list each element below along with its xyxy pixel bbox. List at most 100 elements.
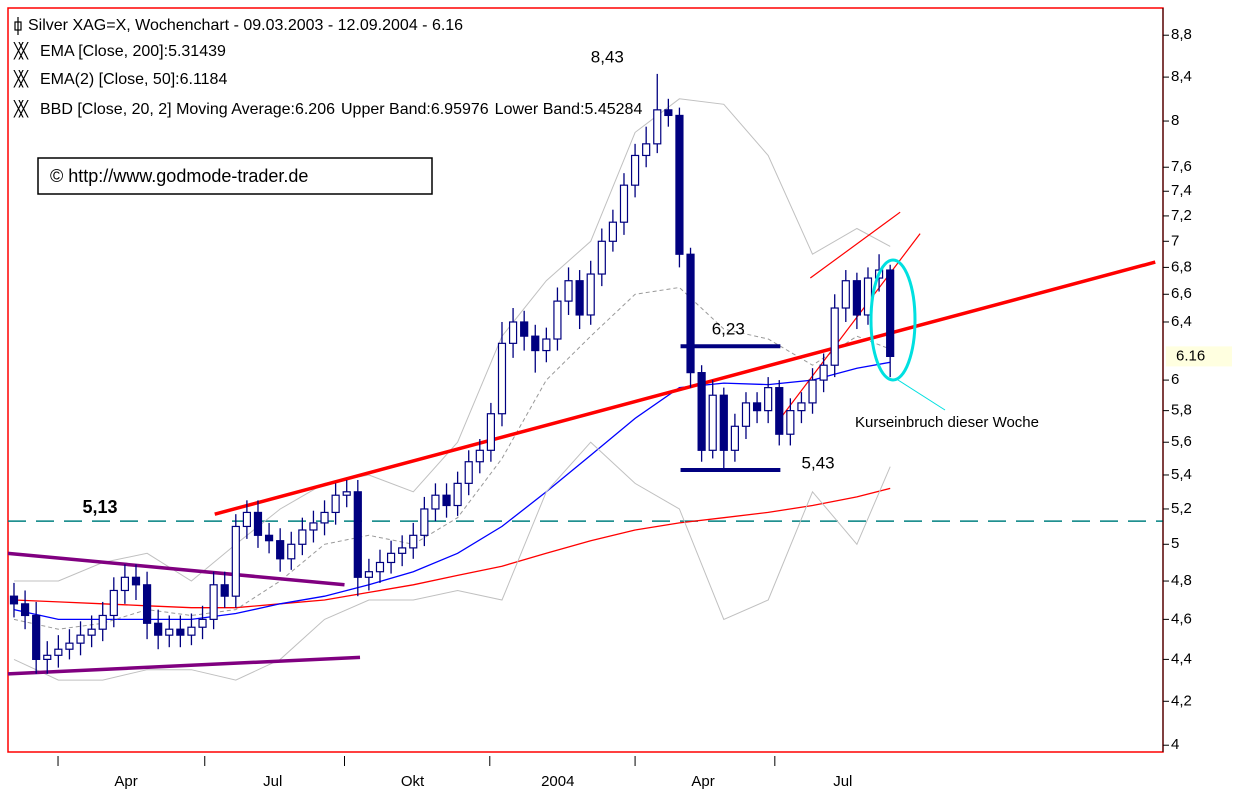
candle-body xyxy=(331,494,340,514)
candle-body xyxy=(442,494,451,507)
y-tick-label: 8 xyxy=(1171,112,1179,129)
candle-body xyxy=(575,280,584,316)
candle-body xyxy=(597,240,606,275)
candle-body xyxy=(664,109,673,117)
y-tick-label: 4,8 xyxy=(1171,572,1192,589)
candle-body xyxy=(686,253,695,374)
candle-body xyxy=(76,634,85,644)
indicator-line xyxy=(14,98,891,582)
candle-body xyxy=(287,543,296,560)
candle-body xyxy=(486,413,495,451)
candle-body xyxy=(109,589,118,617)
price-annotation: 5,43 xyxy=(802,453,835,472)
y-tick-label: 6,8 xyxy=(1171,258,1192,275)
candle-body xyxy=(120,576,129,592)
marks xyxy=(7,73,1163,681)
candle-body xyxy=(98,614,107,630)
y-tick-label: 4 xyxy=(1171,736,1179,753)
legend: ╳╳ EMA [Close, 200]:5.31439╳╳ EMA(2) [Clos… xyxy=(13,42,642,118)
y-tick-label: 7,2 xyxy=(1171,207,1192,224)
candle-body xyxy=(220,584,229,597)
y-tick-label: 7 xyxy=(1171,232,1179,249)
y-tick-label: 5,8 xyxy=(1171,402,1192,419)
candle-body xyxy=(719,394,728,451)
drawn-line xyxy=(809,211,901,279)
candle-body xyxy=(453,482,462,507)
indicator-line xyxy=(13,441,891,681)
candle-body xyxy=(54,648,63,656)
callout-text: Kurseinbruch dieser Woche xyxy=(855,414,1039,431)
candle-body xyxy=(386,552,396,564)
y-tick-label: 5,2 xyxy=(1171,500,1192,517)
candle-body xyxy=(642,143,651,157)
x-tick-label: 2004 xyxy=(541,773,574,790)
y-tick-label: 8,4 xyxy=(1171,68,1192,85)
drawn-line xyxy=(779,233,921,419)
candle-body xyxy=(309,522,318,531)
candle-body xyxy=(375,561,385,573)
y-tick-label: 5,4 xyxy=(1171,466,1192,483)
candle-body xyxy=(231,525,240,597)
candle-body xyxy=(398,547,407,554)
y-tick-label: 6,4 xyxy=(1171,313,1192,330)
candle-body xyxy=(475,449,484,463)
candle-body xyxy=(542,338,551,352)
candle-body xyxy=(508,321,518,344)
candle-body xyxy=(264,534,274,542)
candle-body xyxy=(276,540,285,560)
plot-frame xyxy=(7,7,1164,753)
candle-body xyxy=(154,622,163,636)
candle-body xyxy=(841,280,850,309)
last-value-label: 6.16 xyxy=(1176,347,1205,364)
x-tick-label: Jul xyxy=(263,773,282,790)
candle-body xyxy=(43,654,52,660)
y-tick-label: 5,6 xyxy=(1171,433,1192,450)
candle-body xyxy=(187,626,196,636)
candle-body xyxy=(242,511,251,528)
candle-body xyxy=(65,642,74,650)
candle-body xyxy=(630,154,640,186)
candle-body xyxy=(653,109,662,145)
candle-body xyxy=(553,300,562,340)
candle-body xyxy=(697,372,706,451)
candle-body xyxy=(764,387,773,412)
candle-body xyxy=(786,410,795,435)
y-tick-label: 7,6 xyxy=(1171,158,1192,175)
candle-body xyxy=(198,618,207,628)
legend-entry: EMA(2) [Close, 50]:6.1184 xyxy=(40,71,227,88)
highlight-ellipse xyxy=(869,258,917,382)
chart-title: Silver XAG=X, Wochenchart - 09.03.2003 -… xyxy=(28,17,463,34)
legend-entry: Lower Band:5.45284 xyxy=(495,101,643,118)
y-tick-label: 4,6 xyxy=(1171,610,1192,627)
candle-body xyxy=(708,394,717,451)
y-tick-label: 8,8 xyxy=(1171,26,1192,43)
candle-body xyxy=(564,280,573,302)
candle-body xyxy=(852,280,861,316)
y-tick-label: 4,4 xyxy=(1171,650,1192,667)
y-tick-label: 6 xyxy=(1171,371,1179,388)
candle-body xyxy=(464,461,473,484)
candle-body xyxy=(353,491,362,578)
candle-body xyxy=(32,614,41,660)
candle-body xyxy=(808,379,817,404)
candle-body xyxy=(886,269,895,358)
candle-body xyxy=(497,342,507,415)
x-tick-label: Apr xyxy=(114,773,137,790)
candle-body xyxy=(253,511,263,536)
candle-body xyxy=(364,571,373,578)
candle-body xyxy=(730,425,739,451)
indicator-line xyxy=(13,286,891,630)
callout-line xyxy=(897,379,946,411)
candle-body xyxy=(752,402,762,412)
drawn-line xyxy=(214,260,1156,516)
legend-entry: EMA [Close, 200]:5.31439 xyxy=(40,43,226,60)
candle-body xyxy=(619,184,629,223)
watermark-box xyxy=(37,157,433,195)
candle-body xyxy=(209,584,218,620)
last-value-tag xyxy=(1166,346,1232,367)
candle-body xyxy=(420,508,429,536)
legend-entry: Upper Band:6.95976 xyxy=(341,101,489,118)
candle-body xyxy=(520,321,529,337)
y-tick-label: 5 xyxy=(1171,535,1179,552)
